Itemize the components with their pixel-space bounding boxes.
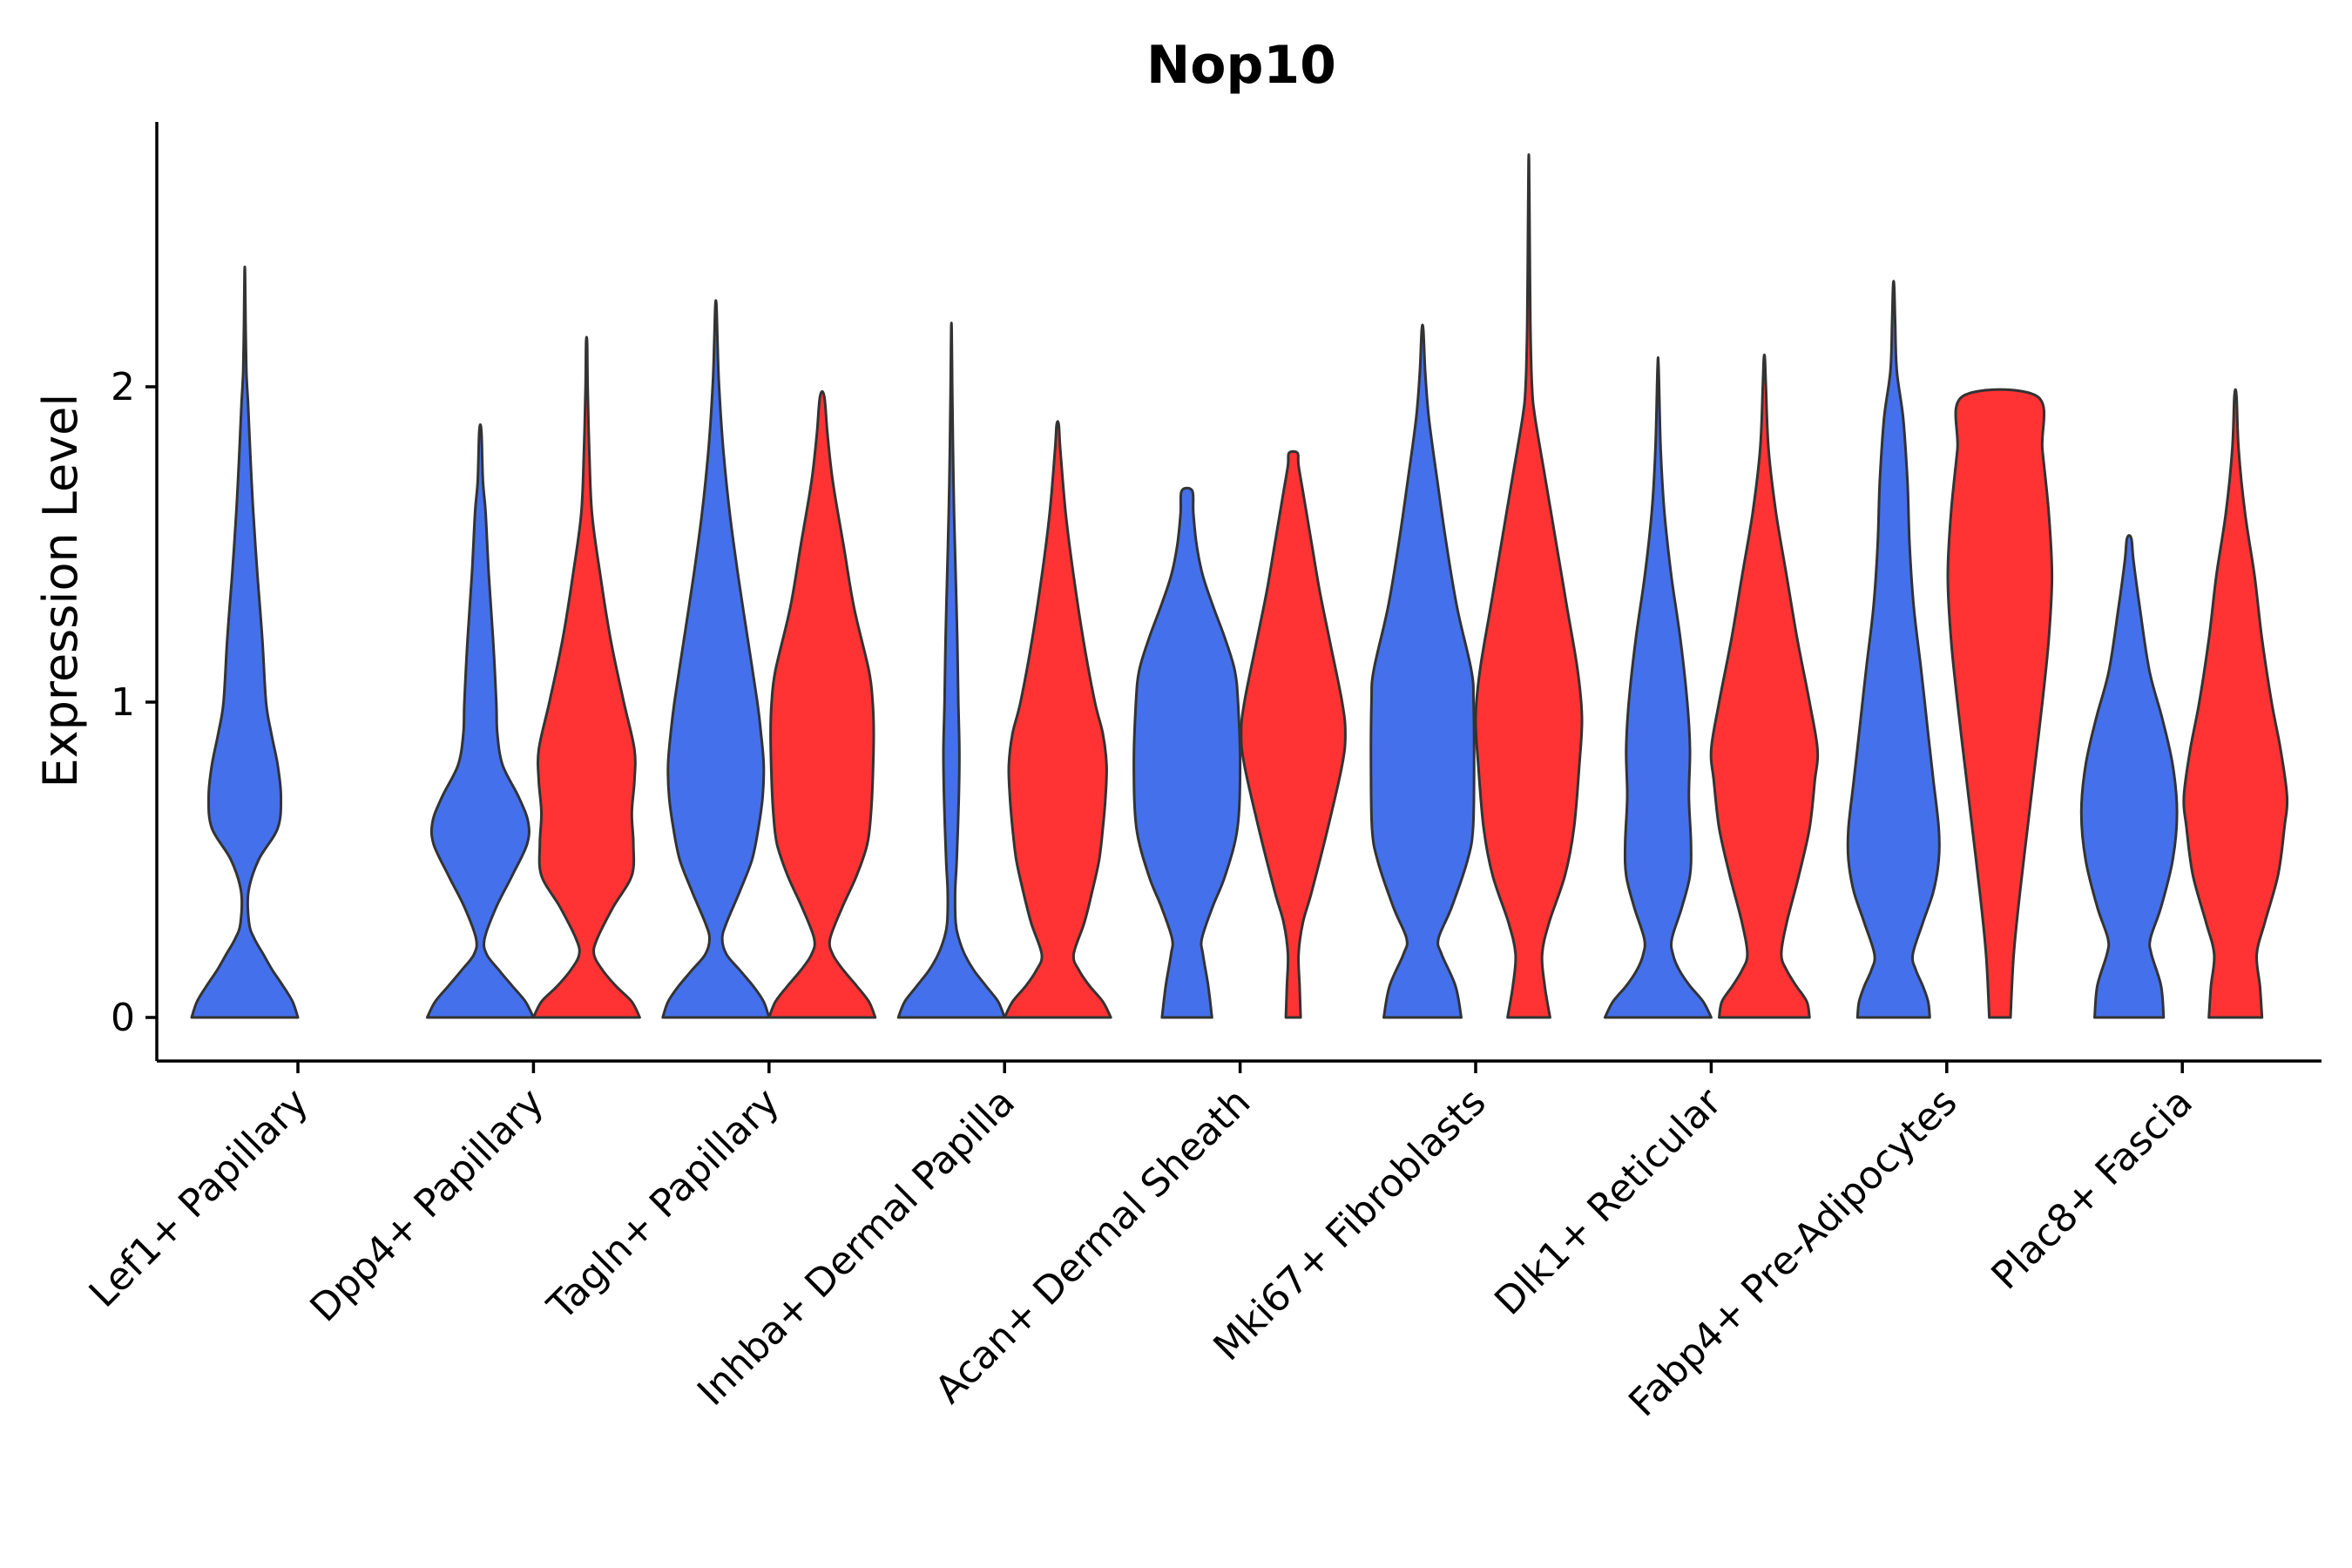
x-tick-label: Mki67+ Fibroblasts (1205, 1080, 1494, 1369)
violin-blue-2 (661, 299, 771, 1019)
violin-red-8 (2182, 388, 2289, 1019)
violin-blue-8 (2079, 534, 2179, 1019)
x-tick-label: Dlk1+ Reticular (1486, 1079, 1731, 1324)
violin-blue-1 (425, 422, 535, 1019)
violin-red-7 (1946, 388, 2054, 1019)
y-ticks: 0 1 2 (111, 365, 157, 1040)
x-tick-label: Tagln+ Papillary (538, 1080, 787, 1329)
x-tick-label: Plac8+ Fascia (1983, 1080, 2201, 1299)
violin-red-1 (531, 335, 641, 1019)
violin-red-3 (1003, 420, 1112, 1019)
y-tick-label: 1 (111, 680, 135, 725)
violin-blue-0 (190, 265, 300, 1019)
violin-red-4 (1240, 449, 1347, 1019)
violin-red-6 (1709, 353, 1820, 1019)
x-tick-label: Dpp4+ Papillary (302, 1080, 553, 1331)
chart-title: Nop10 (1146, 35, 1336, 96)
violin-blue-3 (896, 321, 1006, 1019)
y-tick-label: 2 (111, 365, 135, 409)
violin-red-2 (767, 389, 877, 1019)
violin-blue-5 (1369, 323, 1476, 1019)
violin-blue-4 (1132, 486, 1242, 1019)
x-tick-label: Lef1+ Papillary (81, 1080, 317, 1316)
violin-red-5 (1474, 152, 1584, 1019)
y-tick-label: 0 (111, 996, 135, 1040)
violin-blue-6 (1603, 356, 1713, 1019)
violin-blue-7 (1846, 280, 1941, 1019)
y-axis-label: Expression Level (33, 394, 88, 788)
violins (190, 152, 2289, 1019)
